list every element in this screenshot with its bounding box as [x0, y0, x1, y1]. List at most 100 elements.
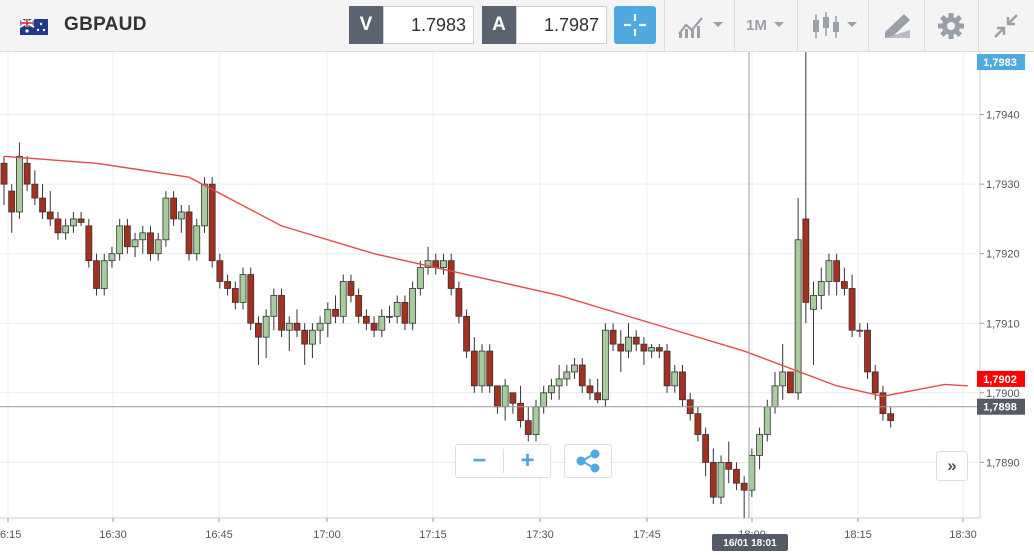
candle-body: [717, 461, 725, 498]
zoom-in-button[interactable]: +: [520, 447, 535, 474]
sell-price[interactable]: 1.7983: [410, 15, 466, 35]
candle-body: [154, 239, 162, 255]
crosshair-button[interactable]: [614, 6, 656, 44]
candle-body: [193, 225, 201, 255]
candle-body: [763, 406, 771, 435]
candle-body: [285, 322, 293, 331]
candle-body: [709, 461, 717, 498]
candle-body: [879, 392, 887, 415]
candle-body: [655, 347, 663, 352]
candle-body: [39, 197, 46, 213]
x-tick-label: 17:00: [313, 529, 341, 541]
candle-body: [93, 260, 100, 289]
candle-body: [401, 301, 409, 324]
buy-price-box[interactable]: [516, 6, 607, 44]
y-tick-label: 1,7890: [986, 457, 1020, 469]
price-label-box: [977, 398, 1025, 415]
candle-body: [532, 406, 540, 435]
candle-body: [262, 315, 270, 338]
buy-price[interactable]: 1.7987: [543, 15, 599, 35]
settings-button[interactable]: [935, 8, 967, 44]
candle-body: [216, 260, 224, 282]
candle-body: [494, 385, 501, 408]
price-label: 1,7902: [983, 374, 1017, 386]
candle-body: [887, 413, 895, 422]
candle-body: [77, 218, 85, 223]
candle-body: [255, 322, 262, 338]
crosshair-icon: [624, 14, 646, 36]
candle-body: [54, 218, 62, 234]
candle-body: [825, 260, 833, 282]
candle-body: [571, 364, 578, 373]
candle-body: [308, 329, 316, 345]
candle-body: [563, 371, 571, 380]
candle-body: [301, 329, 309, 345]
timeframe-chevron-icon[interactable]: [771, 8, 787, 44]
candle-style-button[interactable]: [808, 8, 860, 44]
candle-body: [8, 190, 16, 213]
gear-icon: [938, 13, 964, 39]
price-label: 1,7983: [983, 57, 1017, 69]
x-tick-label: 17:30: [526, 529, 554, 541]
scroll-forward-button[interactable]: »: [936, 451, 968, 481]
zoom-out-button[interactable]: −: [472, 447, 487, 474]
candle-body: [817, 281, 825, 296]
moving-average-line: [3, 155, 968, 397]
candle-body: [355, 295, 363, 317]
gb-au-flag-icon: [20, 19, 48, 35]
candle-body: [694, 413, 702, 435]
candle-body: [31, 183, 39, 199]
price-chart[interactable]: 1,7940 1,7930 1,7920 1,7910 1,7900 1,7890 6:15…: [0, 52, 1034, 555]
sell-price-box[interactable]: [383, 6, 474, 44]
candle-body: [771, 385, 779, 408]
instrument-symbol: GBPAUD: [64, 14, 147, 35]
collapse-button[interactable]: [990, 8, 1022, 44]
candle-body: [278, 295, 285, 331]
candle-body: [509, 392, 517, 404]
candle-body: [648, 347, 656, 352]
candle-body: [463, 315, 471, 352]
candle-body: [270, 295, 278, 317]
candle-body: [224, 281, 231, 289]
candlestick-icon: [813, 12, 857, 38]
candle-body: [370, 322, 378, 331]
timeframe-button[interactable]: 1M: [746, 17, 767, 34]
candle-body: [517, 402, 524, 422]
candle-body: [740, 482, 748, 491]
y-tick-label: 1,7900: [986, 388, 1020, 400]
candle-body: [316, 322, 324, 331]
candle-body: [848, 288, 856, 331]
candle-body: [416, 267, 424, 289]
candle-body: [147, 232, 154, 255]
candle-body: [0, 162, 8, 185]
candle-body: [108, 253, 116, 262]
candle-body: [62, 225, 70, 234]
pencil-ruler-icon: [885, 14, 910, 38]
buy-label[interactable]: A: [482, 6, 516, 44]
candle-body: [802, 218, 810, 303]
candle-body: [378, 315, 386, 331]
candle-body: [725, 461, 733, 470]
candle-body: [810, 295, 817, 310]
price-label-box: [977, 54, 1025, 70]
chart-type-button[interactable]: [676, 8, 726, 44]
candle-body: [548, 385, 555, 394]
sell-label[interactable]: V: [349, 6, 383, 44]
candle-body: [748, 455, 756, 491]
candle-body: [679, 371, 686, 401]
candle-body: [478, 350, 486, 387]
zoom-controls: − +: [455, 444, 551, 478]
draw-tools-button[interactable]: [880, 8, 914, 44]
candle-body: [671, 371, 679, 387]
crosshair-time-label: 16/01 18:01: [723, 538, 777, 549]
price-label: 1,7898: [983, 402, 1017, 414]
x-tick-label: 18:30: [949, 529, 977, 541]
x-tick-label: 16:30: [99, 529, 127, 541]
candle-body: [409, 288, 417, 324]
candle-body: [594, 392, 602, 401]
candle-body: [640, 343, 648, 352]
candle-body: [324, 308, 332, 324]
share-button[interactable]: [564, 444, 612, 478]
x-tick-label: 6:15: [0, 529, 21, 541]
x-tick-label: 17:15: [419, 529, 447, 541]
